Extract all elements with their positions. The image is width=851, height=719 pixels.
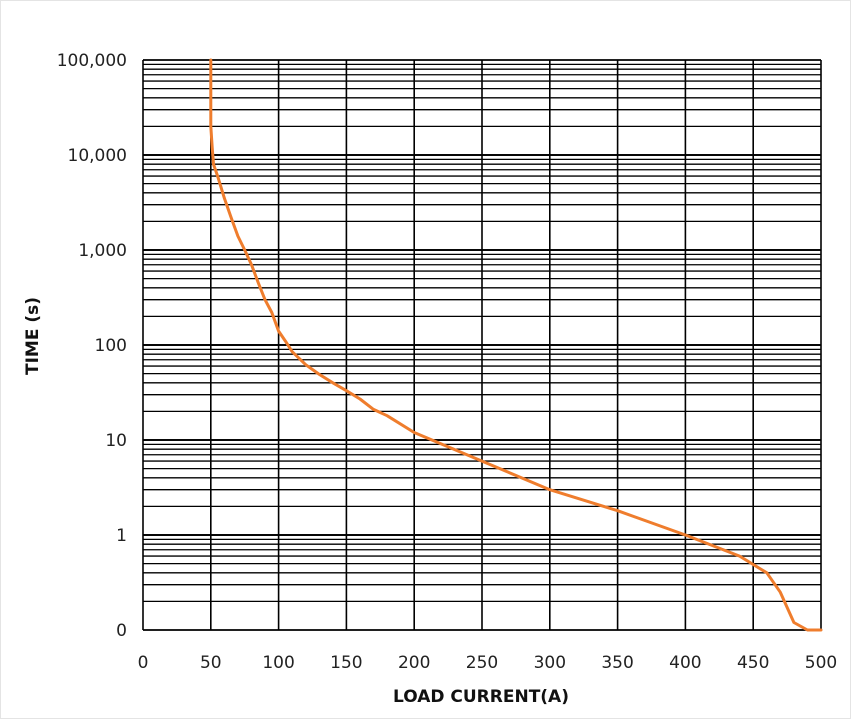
y-tick-label: 10 — [105, 431, 127, 451]
trip-curve-line — [209, 58, 823, 632]
x-tick-label: 500 — [805, 653, 837, 673]
x-tick-label: 350 — [601, 653, 633, 673]
series-layer — [209, 58, 823, 632]
y-tick-label: 1 — [116, 526, 127, 546]
x-tick-label: 50 — [200, 653, 222, 673]
y-tick-label: 100 — [95, 336, 127, 356]
x-axis-title: LOAD CURRENT(A) — [393, 687, 569, 707]
y-tick-label: 1,000 — [78, 241, 127, 261]
x-tick-label: 300 — [534, 653, 566, 673]
x-tick-label: 250 — [466, 653, 498, 673]
x-tick-label: 200 — [398, 653, 430, 673]
x-tick-label: 0 — [138, 653, 149, 673]
grid — [142, 59, 822, 631]
y-tick-label: 10,000 — [68, 146, 127, 166]
x-tick-label: 450 — [737, 653, 769, 673]
x-tick-label: 100 — [262, 653, 294, 673]
y-axis-title: TIME (s) — [23, 297, 43, 375]
y-tick-label: 100,000 — [57, 51, 127, 71]
y-tick-label: 0 — [116, 621, 127, 641]
x-tick-label: 150 — [330, 653, 362, 673]
y-axis-ticks: 0 1 10 100 1,000 10,000 100,000 — [57, 51, 127, 641]
x-tick-label: 400 — [669, 653, 701, 673]
x-axis-ticks: 0 50 100 150 200 250 300 350 400 450 500 — [138, 653, 838, 673]
